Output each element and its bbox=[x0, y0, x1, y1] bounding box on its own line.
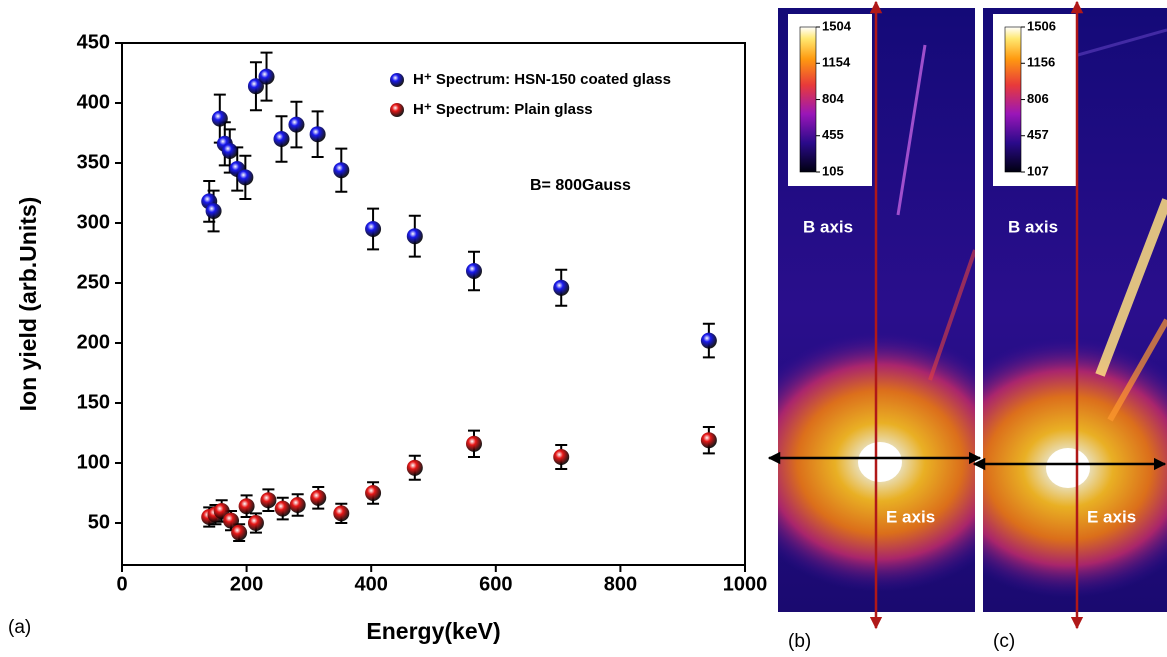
e-axis-label: E axis bbox=[886, 507, 935, 526]
data-point bbox=[333, 505, 350, 522]
colorbar bbox=[1004, 26, 1022, 173]
ion-trace bbox=[1095, 198, 1167, 377]
legend-label: H⁺ Spectrum: HSN-150 coated glass bbox=[413, 71, 671, 88]
colorbar-tick-label: 806 bbox=[1027, 91, 1049, 106]
data-point bbox=[258, 68, 275, 85]
e-axis-label: E axis bbox=[1087, 507, 1136, 526]
legend-marker bbox=[390, 73, 404, 87]
colorbar-tick-label: 107 bbox=[1027, 163, 1049, 178]
colorbar-tick-label: 105 bbox=[822, 163, 844, 178]
data-point bbox=[333, 162, 350, 179]
plot-frame bbox=[121, 42, 746, 566]
data-point bbox=[406, 228, 423, 245]
data-point bbox=[211, 110, 228, 127]
data-point bbox=[223, 512, 240, 529]
colorbar-tick-label: 455 bbox=[822, 127, 844, 142]
y-tick-label: 350 bbox=[77, 151, 110, 173]
panel-label: (a) bbox=[8, 617, 31, 638]
colorbar-tick-label: 804 bbox=[822, 91, 844, 106]
y-tick-label: 150 bbox=[77, 391, 110, 413]
y-tick-label: 100 bbox=[77, 451, 110, 473]
b-axis-label: B axis bbox=[1008, 217, 1058, 236]
data-point bbox=[553, 279, 570, 296]
y-tick-label: 50 bbox=[88, 511, 110, 533]
data-point bbox=[406, 459, 423, 476]
colorbar-tick-label: 1156 bbox=[1027, 55, 1055, 70]
x-tick-label: 600 bbox=[479, 573, 512, 595]
x-tick-label: 400 bbox=[355, 573, 388, 595]
data-point bbox=[273, 131, 290, 147]
data-point bbox=[260, 492, 277, 509]
colorbar-tick-label: 457 bbox=[1027, 127, 1049, 142]
data-point bbox=[365, 485, 382, 501]
y-tick-label: 250 bbox=[77, 271, 110, 293]
data-point bbox=[465, 435, 482, 452]
ion-trace bbox=[1107, 318, 1167, 422]
x-axis-title: Energy(keV) bbox=[366, 618, 500, 644]
legend-label: H⁺ Spectrum: Plain glass bbox=[413, 101, 593, 118]
x-tick-label: 0 bbox=[116, 573, 127, 595]
y-axis-title: Ion yield (arb.Units) bbox=[15, 197, 41, 412]
x-tick-label: 200 bbox=[230, 573, 263, 595]
ion-trace bbox=[896, 44, 927, 216]
data-point bbox=[231, 524, 248, 541]
data-point bbox=[700, 432, 717, 449]
data-point bbox=[274, 500, 291, 517]
y-tick-label: 200 bbox=[77, 331, 110, 353]
data-point bbox=[238, 498, 255, 515]
data-point bbox=[247, 515, 264, 531]
data-point bbox=[247, 78, 264, 95]
panel-label: (b) bbox=[788, 631, 811, 652]
colorbar bbox=[799, 26, 817, 173]
panel-label: (c) bbox=[993, 631, 1015, 652]
data-point bbox=[237, 169, 254, 186]
colorbar-tick-label: 1506 bbox=[1027, 18, 1056, 33]
data-point bbox=[288, 116, 305, 133]
data-point bbox=[289, 497, 306, 513]
data-point bbox=[205, 203, 222, 219]
y-tick-label: 300 bbox=[77, 211, 110, 233]
data-point bbox=[310, 489, 327, 506]
data-point bbox=[465, 263, 482, 279]
legend-marker bbox=[390, 103, 404, 117]
annotation: B= 800Gauss bbox=[530, 177, 631, 194]
colorbar-tick-label: 1504 bbox=[822, 18, 852, 33]
data-point bbox=[221, 143, 238, 159]
y-tick-label: 450 bbox=[77, 31, 110, 53]
data-point bbox=[309, 126, 326, 143]
glow-core bbox=[1046, 448, 1090, 488]
ion-trace bbox=[928, 249, 975, 381]
x-tick-label: 800 bbox=[604, 573, 637, 595]
b-axis-label: B axis bbox=[803, 217, 853, 236]
colorbar-tick-label: 1154 bbox=[822, 55, 851, 70]
glow-core bbox=[858, 442, 902, 482]
data-point bbox=[700, 332, 717, 349]
x-tick-label: 1000 bbox=[723, 573, 768, 595]
data-point bbox=[553, 449, 570, 465]
y-tick-label: 400 bbox=[77, 91, 110, 113]
data-point bbox=[365, 221, 382, 237]
